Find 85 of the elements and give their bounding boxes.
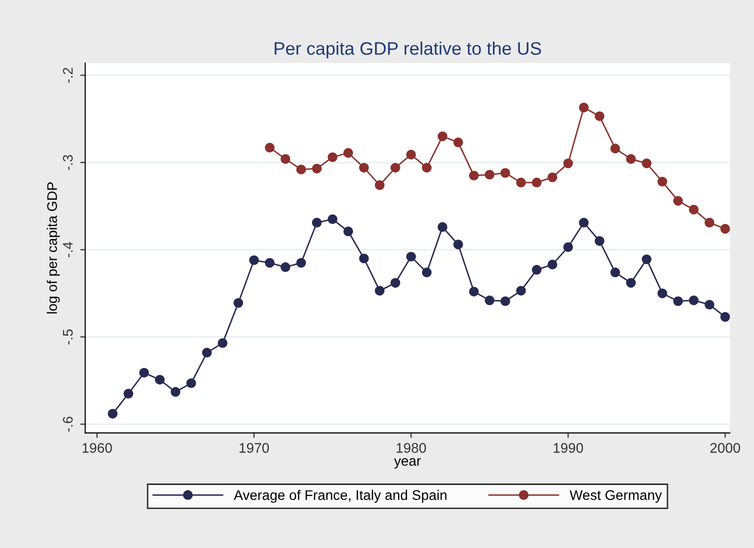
point xyxy=(500,296,510,306)
y-tick-label: -.3 xyxy=(62,154,73,170)
point xyxy=(532,178,542,188)
point xyxy=(328,214,338,224)
legend-label: West Germany xyxy=(570,490,662,503)
point xyxy=(422,268,432,278)
point xyxy=(202,348,212,358)
point xyxy=(673,196,683,206)
point xyxy=(610,268,620,278)
point xyxy=(453,240,464,250)
point xyxy=(343,226,354,236)
point xyxy=(139,368,149,378)
y-tick-label: -.2 xyxy=(62,68,73,83)
point xyxy=(642,254,652,264)
point xyxy=(563,158,573,168)
x-axis-title: year xyxy=(394,458,421,469)
point xyxy=(438,222,448,232)
point xyxy=(704,218,714,228)
point xyxy=(469,286,479,296)
point xyxy=(642,158,652,168)
point xyxy=(720,312,730,322)
y-tick-label: -.4 xyxy=(63,242,73,258)
point xyxy=(124,388,134,399)
point xyxy=(312,218,322,228)
point xyxy=(296,164,306,174)
y-axis-title: log of per capita GDP xyxy=(46,182,60,314)
point xyxy=(264,258,275,268)
point xyxy=(359,254,369,264)
point xyxy=(594,111,604,122)
point xyxy=(516,178,526,188)
point xyxy=(374,286,385,296)
point xyxy=(610,144,620,154)
point xyxy=(390,278,400,288)
point xyxy=(626,278,636,288)
point xyxy=(249,255,259,266)
point xyxy=(312,164,322,174)
point xyxy=(186,378,196,388)
point xyxy=(374,180,385,190)
x-tick-label: 1990 xyxy=(554,443,584,453)
point xyxy=(422,162,432,173)
chart-title: Per capita GDP relative to the US xyxy=(274,42,542,58)
point xyxy=(343,148,354,158)
point xyxy=(532,264,542,275)
point xyxy=(280,154,290,164)
point xyxy=(453,138,464,148)
point xyxy=(563,242,573,252)
point xyxy=(688,204,699,214)
point xyxy=(516,286,526,296)
point xyxy=(484,170,494,180)
x-tick-label: 2000 xyxy=(710,443,740,453)
legend-label: Average of France, Italy and Spain xyxy=(234,490,446,503)
point xyxy=(578,102,589,112)
point xyxy=(626,154,636,164)
point xyxy=(233,298,244,308)
point xyxy=(484,295,494,306)
point xyxy=(264,142,275,153)
x-tick-label: 1970 xyxy=(240,443,269,453)
y-tick-label: -.5 xyxy=(63,329,73,344)
point xyxy=(704,300,714,310)
point xyxy=(328,152,338,162)
y-tick-label: -.6 xyxy=(62,416,73,432)
point xyxy=(296,258,306,268)
point xyxy=(548,260,558,270)
x-tick-label: 1980 xyxy=(396,443,426,453)
point xyxy=(469,170,479,180)
point xyxy=(720,224,730,234)
point xyxy=(280,262,290,272)
point xyxy=(657,288,668,298)
point xyxy=(406,150,416,160)
x-tick-label: 1960 xyxy=(82,443,112,453)
point xyxy=(108,408,118,419)
point xyxy=(673,296,683,306)
point xyxy=(578,218,589,228)
point xyxy=(594,236,604,246)
point xyxy=(390,162,400,173)
point xyxy=(500,168,510,178)
point xyxy=(359,162,369,173)
point xyxy=(688,295,699,306)
point xyxy=(154,374,165,385)
point xyxy=(548,172,558,182)
point xyxy=(657,176,668,187)
point xyxy=(438,131,448,142)
point xyxy=(218,338,228,348)
point xyxy=(406,252,416,262)
point xyxy=(170,387,180,397)
